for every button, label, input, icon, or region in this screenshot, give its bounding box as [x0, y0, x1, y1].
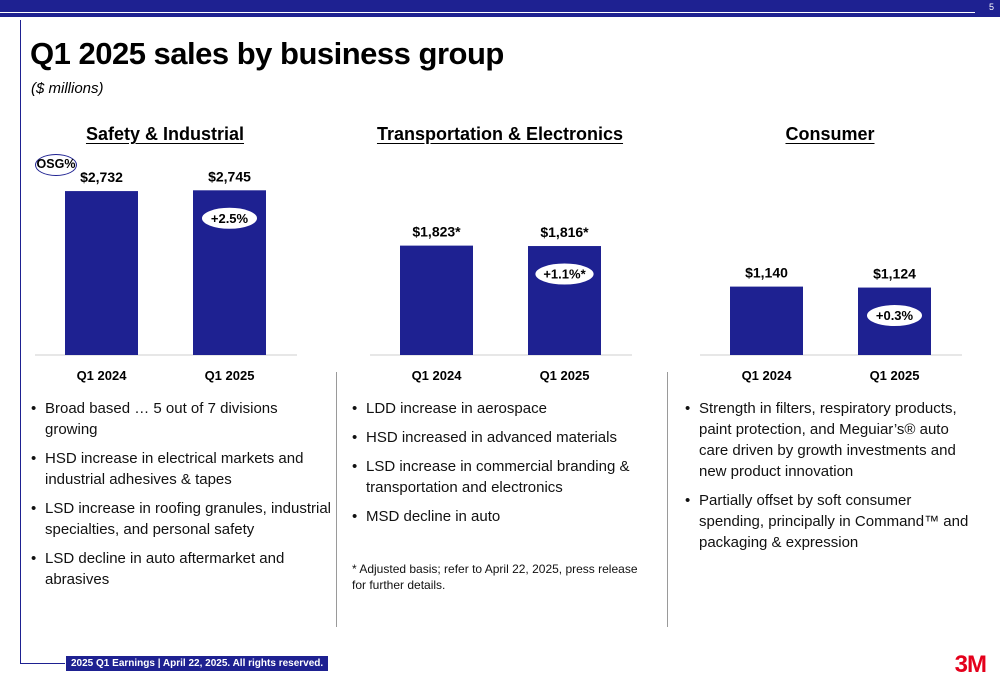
footer-label: 2025 Q1 Earnings | April 22, 2025. All r…	[66, 656, 329, 671]
data-label: $1,823*	[412, 224, 461, 240]
osg-badge	[201, 206, 258, 230]
group-title-consumer: Consumer	[785, 124, 875, 144]
category-label: Q1 2024	[77, 368, 128, 383]
top-banner-rule	[0, 12, 975, 13]
page-number: 5	[988, 2, 994, 12]
bullet-list-transportation-electronics: LDD increase in aerospace HSD increased …	[352, 398, 642, 535]
column-separator	[336, 372, 337, 627]
bullet-item: Broad based … 5 out of 7 divisions growi…	[31, 398, 331, 440]
osg-badge-text: +0.3%	[876, 308, 914, 323]
osg-badge	[534, 262, 595, 286]
data-label: $1,140	[745, 265, 788, 281]
slide-subtitle: ($ millions)	[31, 80, 104, 97]
bar	[65, 191, 138, 355]
bullet-item: Strength in filters, respiratory product…	[685, 398, 980, 482]
top-banner	[0, 0, 1000, 17]
data-label: $2,732	[80, 169, 123, 185]
group-title-safety-industrial: Safety & Industrial	[85, 124, 245, 144]
category-label: Q1 2025	[870, 368, 920, 383]
bar	[730, 286, 803, 355]
frame-rule-vertical	[20, 20, 21, 663]
bullet-item: Partially offset by soft consumer spendi…	[685, 490, 980, 553]
frame-rule-horizontal	[20, 663, 65, 664]
data-label: $1,124	[873, 266, 916, 282]
category-label: Q1 2025	[540, 368, 590, 383]
bullet-item: MSD decline in auto	[352, 506, 642, 527]
chart-svg-safety-industrial: $2,732 Q1 2024 $2,745 Q1 2025 +2.5%	[35, 168, 297, 383]
footnote: * Adjusted basis; refer to April 22, 202…	[352, 562, 638, 592]
category-label: Q1 2025	[205, 368, 255, 383]
osg-badge-text: +2.5%	[211, 211, 249, 226]
slide-title: Q1 2025 sales by business group	[30, 36, 504, 71]
column-separator	[667, 372, 668, 627]
group-title-transportation-electronics: Transportation & Electronics	[376, 124, 624, 144]
bullet-item: LDD increase in aerospace	[352, 398, 642, 419]
bullet-item: HSD increase in electrical markets and i…	[31, 448, 331, 490]
bullet-list-safety-industrial: Broad based … 5 out of 7 divisions growi…	[31, 398, 331, 598]
bullet-item: LSD increase in commercial branding & tr…	[352, 456, 642, 498]
bullet-item: LSD increase in roofing granules, indust…	[31, 498, 331, 540]
chart-safety-industrial: $2,732 Q1 2024 $2,745 Q1 2025 +2.5%	[35, 160, 300, 385]
bar	[400, 245, 473, 355]
chart-svg-consumer: $1,140 Q1 2024 $1,124 Q1 2025 +0.3%	[700, 265, 962, 383]
chart-transportation-electronics: $1,823* Q1 2024 $1,816* Q1 2025 +1.1%*	[370, 160, 635, 385]
chart-consumer: $1,140 Q1 2024 $1,124 Q1 2025 +0.3%	[700, 160, 965, 385]
osg-badge-text: +1.1%*	[543, 267, 586, 282]
bullet-item: LSD decline in auto aftermarket and abra…	[31, 548, 331, 590]
3m-logo: 3M	[954, 651, 987, 678]
osg-legend-badge: OSG%	[35, 154, 77, 176]
category-label: Q1 2024	[412, 368, 463, 383]
category-label: Q1 2024	[742, 368, 793, 383]
osg-badge	[866, 304, 923, 328]
chart-svg-transportation-electronics: $1,823* Q1 2024 $1,816* Q1 2025 +1.1%*	[370, 224, 632, 383]
bullet-item: HSD increased in advanced materials	[352, 427, 642, 448]
bullet-list-consumer: Strength in filters, respiratory product…	[685, 398, 980, 561]
data-label: $1,816*	[540, 224, 589, 240]
bar	[528, 246, 601, 355]
data-label: $2,745	[208, 168, 251, 184]
